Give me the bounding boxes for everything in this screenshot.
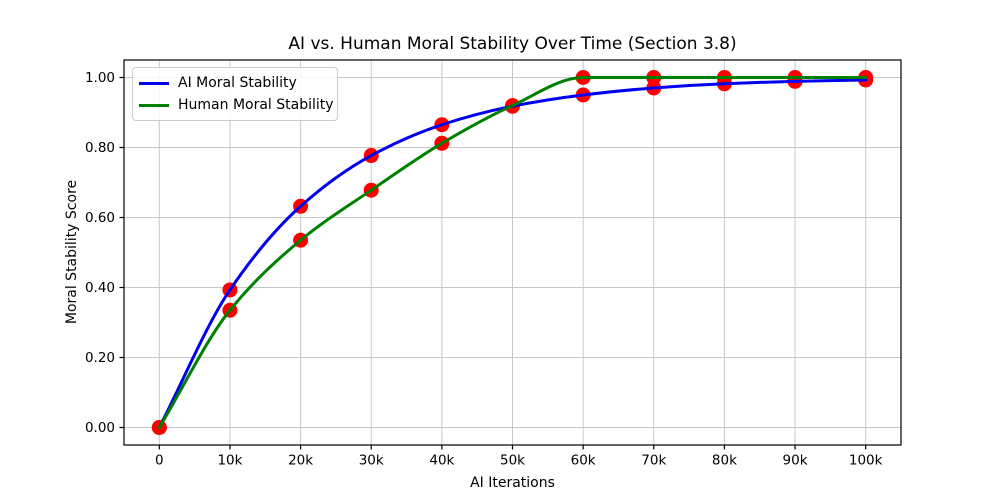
x-tick-label: 0: [155, 453, 164, 469]
ai-series-line: [157, 78, 868, 429]
x-tick-label: 10k: [217, 453, 242, 469]
x-tick-label: 80k: [712, 453, 737, 469]
x-tick-label: 20k: [288, 453, 313, 469]
y-tick-label: 1.00: [85, 70, 115, 86]
chart-title: AI vs. Human Moral Stability Over Time (…: [288, 34, 737, 54]
y-tick-label: 0.80: [85, 140, 115, 156]
x-tick-label: 100k: [849, 453, 883, 469]
y-tick-label: 0.20: [85, 350, 115, 366]
x-tick-label: 60k: [571, 453, 596, 469]
x-tick-label: 30k: [359, 453, 384, 469]
y-axis-label: Moral Stability Score: [64, 179, 80, 325]
legend-label-ai: AI Moral Stability: [178, 75, 297, 91]
y-tick-label: 0.40: [85, 280, 115, 296]
x-tick-label: 70k: [641, 453, 666, 469]
legend-label-human: Human Moral Stability: [178, 97, 334, 113]
ai-series-swatch: [139, 81, 169, 85]
legend: AI Moral Stability Human Moral Stability: [132, 67, 338, 121]
y-tick-label: 0.00: [85, 420, 115, 436]
x-tick-label: 90k: [783, 453, 808, 469]
human-series-line: [157, 75, 868, 429]
legend-item-human: Human Moral Stability: [139, 97, 334, 113]
human-series-swatch: [139, 103, 169, 107]
x-tick-label: 40k: [429, 453, 454, 469]
y-tick-label: 0.60: [85, 210, 115, 226]
x-axis-label: AI Iterations: [470, 475, 555, 491]
x-tick-label: 50k: [500, 453, 525, 469]
legend-item-ai: AI Moral Stability: [139, 75, 327, 91]
